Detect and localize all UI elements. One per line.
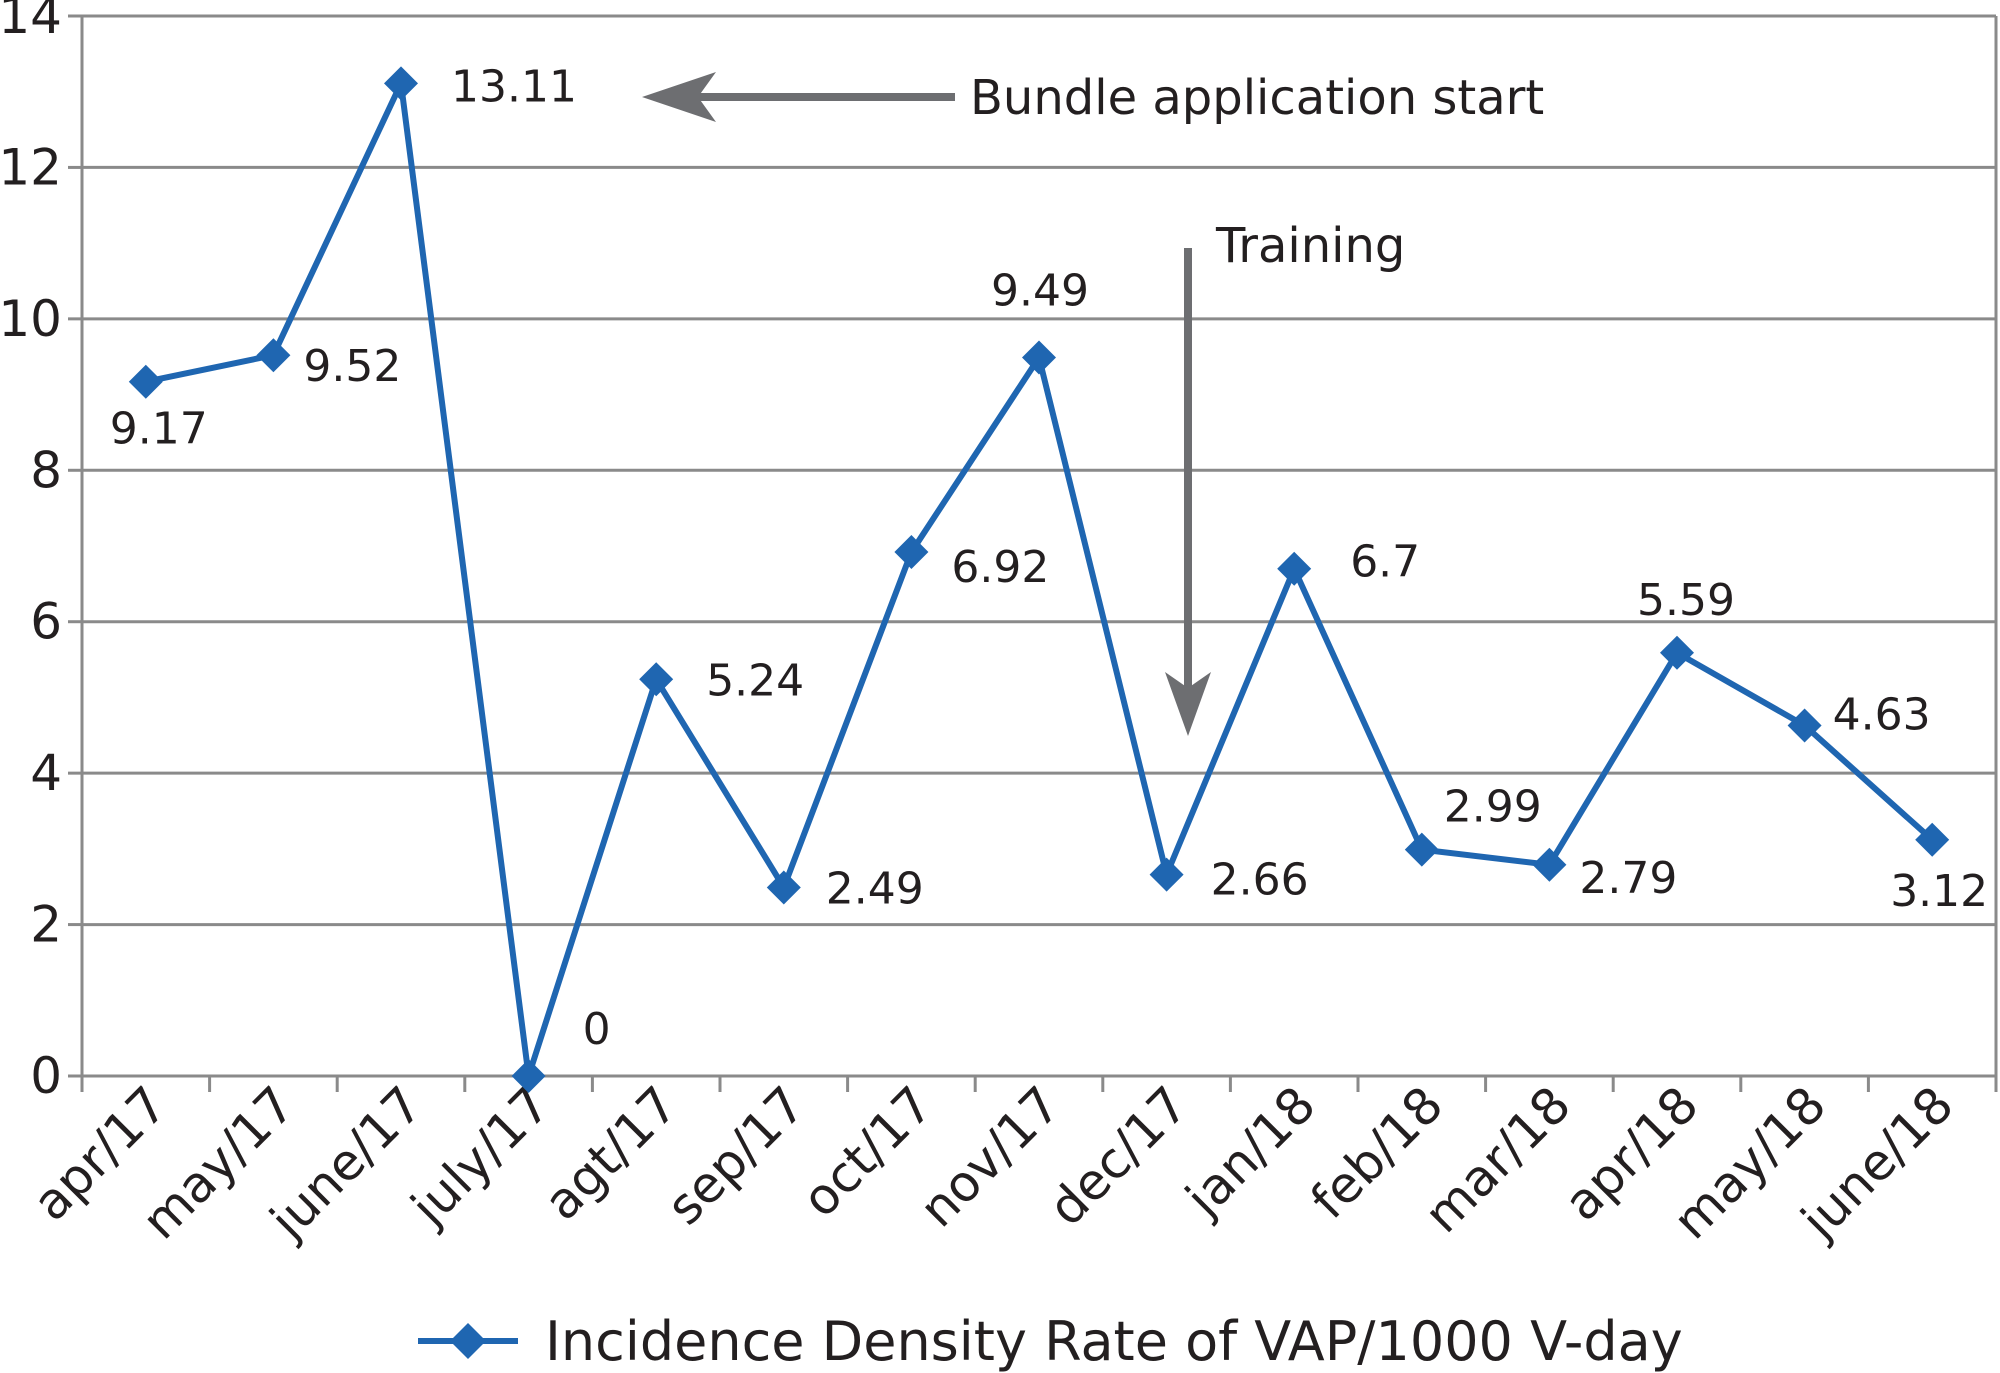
legend-diamond-marker bbox=[450, 1323, 486, 1359]
x-tick-label: jan/18 bbox=[1174, 1075, 1327, 1228]
y-tick-label: 4 bbox=[30, 744, 62, 802]
data-point-marker bbox=[256, 338, 291, 373]
axes bbox=[68, 14, 1998, 1092]
annotations: Bundle application start Training bbox=[642, 70, 1544, 736]
y-tick-label: 8 bbox=[30, 441, 62, 499]
bundle-annotation-label: Bundle application start bbox=[970, 70, 1544, 126]
y-tick-labels: 0 2 4 6 8 10 12 14 bbox=[0, 0, 62, 1105]
data-label: 2.99 bbox=[1444, 782, 1542, 833]
data-point-marker bbox=[1915, 822, 1950, 857]
data-point-marker bbox=[511, 1059, 546, 1093]
data-point-marker bbox=[1787, 708, 1822, 743]
data-labels: 9.17 9.52 13.11 0 5.24 2.49 6.92 9.49 2.66 6.7 2.9… bbox=[110, 61, 1988, 1055]
data-point-marker bbox=[894, 535, 929, 570]
data-label: 5.59 bbox=[1637, 575, 1735, 626]
y-tick-label: 14 bbox=[0, 0, 62, 45]
x-tick-label: sep/17 bbox=[656, 1075, 817, 1236]
x-tick-labels: apr/17may/17june/17july/17agt/17sep/17oc… bbox=[22, 1075, 1965, 1250]
y-tick-label: 6 bbox=[30, 593, 62, 651]
y-tick-label: 12 bbox=[0, 138, 62, 196]
x-tick-label: july/17 bbox=[399, 1075, 561, 1237]
data-point-marker bbox=[1660, 635, 1694, 670]
data-label: 9.49 bbox=[991, 265, 1089, 316]
data-label: 13.11 bbox=[451, 61, 577, 112]
training-annotation-label: Training bbox=[1215, 218, 1405, 274]
y-tick-label: 10 bbox=[0, 290, 62, 348]
data-label: 0 bbox=[583, 1004, 611, 1055]
data-point-marker bbox=[639, 662, 674, 697]
data-label: 2.66 bbox=[1211, 855, 1309, 906]
data-point-marker bbox=[1404, 832, 1439, 867]
legend: Incidence Density Rate of VAP/1000 V-day bbox=[418, 1310, 1683, 1373]
data-label: 9.52 bbox=[303, 341, 401, 392]
x-tick-label: dec/17 bbox=[1038, 1075, 1200, 1237]
data-point-marker bbox=[384, 66, 418, 101]
data-label: 4.63 bbox=[1833, 689, 1931, 740]
x-tick-label: agt/17 bbox=[533, 1075, 689, 1231]
bundle-arrow-head bbox=[642, 72, 716, 122]
data-label: 3.12 bbox=[1890, 866, 1988, 917]
data-point-marker bbox=[1532, 847, 1567, 882]
x-tick-label: nov/17 bbox=[909, 1075, 1072, 1238]
y-tick-label: 2 bbox=[30, 896, 62, 954]
data-point-marker bbox=[766, 870, 801, 905]
training-arrow-head bbox=[1165, 672, 1211, 736]
data-label: 6.92 bbox=[951, 542, 1049, 593]
grid-lines bbox=[82, 14, 1996, 927]
y-tick-label: 0 bbox=[30, 1047, 62, 1105]
legend-label: Incidence Density Rate of VAP/1000 V-day bbox=[545, 1310, 1683, 1373]
series bbox=[128, 66, 1950, 1093]
data-point-marker bbox=[1149, 857, 1184, 892]
data-point-marker bbox=[128, 364, 163, 399]
data-point-marker bbox=[1277, 551, 1312, 586]
data-point-marker bbox=[1022, 340, 1056, 375]
data-label: 2.49 bbox=[826, 863, 924, 914]
data-label: 5.24 bbox=[706, 655, 804, 706]
x-tick-label: mar/18 bbox=[1413, 1075, 1582, 1244]
data-label: 6.7 bbox=[1350, 537, 1420, 588]
data-label: 9.17 bbox=[110, 404, 208, 455]
data-label: 2.79 bbox=[1579, 853, 1677, 904]
